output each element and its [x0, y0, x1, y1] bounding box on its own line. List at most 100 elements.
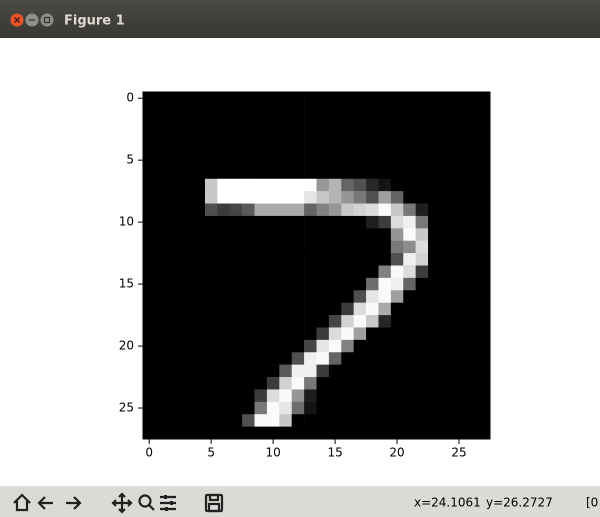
pixel [403, 290, 416, 303]
pixel [329, 278, 342, 291]
pixel [428, 290, 441, 303]
pixel [403, 228, 416, 241]
pixel [304, 402, 317, 415]
pixel [255, 402, 268, 415]
pixel [292, 377, 305, 390]
pixel [193, 179, 206, 192]
pixel [465, 303, 478, 316]
pixel [440, 129, 453, 142]
pixel [155, 414, 168, 427]
pixel [230, 377, 243, 390]
pixel [230, 142, 243, 155]
pixel [317, 92, 330, 105]
pixel [341, 365, 354, 378]
pixel [143, 191, 156, 204]
pixel [341, 204, 354, 217]
pixel [304, 92, 317, 105]
maximize-button[interactable] [41, 14, 54, 27]
pixel [354, 352, 367, 365]
pixel [354, 179, 367, 192]
pixel [366, 389, 379, 402]
pixel [168, 166, 181, 179]
pixel [143, 117, 156, 130]
pixel [168, 204, 181, 217]
pixel [403, 129, 416, 142]
minimize-button[interactable] [26, 14, 39, 27]
pixel [391, 253, 404, 266]
pixel [205, 117, 218, 130]
pixel [366, 266, 379, 279]
pixel [242, 117, 255, 130]
pixel [453, 142, 466, 155]
pixel [354, 129, 367, 142]
pixel [242, 216, 255, 229]
pixel [416, 389, 429, 402]
pixel [416, 191, 429, 204]
pixel [242, 315, 255, 328]
pixel [366, 179, 379, 192]
pixel [329, 340, 342, 353]
pixel [317, 365, 330, 378]
pixel [230, 166, 243, 179]
pixel [242, 266, 255, 279]
configure-button[interactable] [160, 495, 176, 511]
pixel [465, 129, 478, 142]
cursor-x: x=24.1061 [414, 496, 481, 510]
pixel [465, 402, 478, 415]
pixel [453, 402, 466, 415]
pixel [354, 402, 367, 415]
cursor-y: y=26.2727 [486, 496, 553, 510]
pixel [465, 315, 478, 328]
pixel [168, 402, 181, 415]
pixel [366, 340, 379, 353]
pixel [267, 266, 280, 279]
pixel [391, 365, 404, 378]
pixel [366, 117, 379, 130]
pixel [193, 327, 206, 340]
pixel [453, 204, 466, 217]
pixel [317, 204, 330, 217]
pixel [168, 142, 181, 155]
pixel [378, 129, 391, 142]
pixel [440, 414, 453, 427]
pixel [329, 290, 342, 303]
pixel [428, 327, 441, 340]
pixel [292, 278, 305, 291]
pixel [242, 253, 255, 266]
pixel [230, 303, 243, 316]
pixel [317, 154, 330, 167]
pixel [478, 327, 491, 340]
pixel [217, 129, 230, 142]
pixel [217, 204, 230, 217]
pixel [143, 352, 156, 365]
pixel [267, 166, 280, 179]
pixel [341, 228, 354, 241]
pixel [317, 179, 330, 192]
pixel [205, 402, 218, 415]
pixel [230, 389, 243, 402]
pixel [341, 427, 354, 440]
pixel [279, 402, 292, 415]
pixel [279, 290, 292, 303]
close-button[interactable] [11, 14, 24, 27]
pixel [366, 290, 379, 303]
pixel [205, 327, 218, 340]
pixel [217, 142, 230, 155]
pixel [255, 191, 268, 204]
pixel [465, 204, 478, 217]
pixel [230, 129, 243, 142]
pixel [230, 315, 243, 328]
pixel [180, 253, 193, 266]
pixel [453, 117, 466, 130]
body: Figure 1 05101520250510152025 x=24.1061 … [0, 0, 600, 517]
pixel [292, 365, 305, 378]
pixel [242, 402, 255, 415]
pixel [366, 327, 379, 340]
pixel [230, 266, 243, 279]
pixel [329, 315, 342, 328]
pixel [255, 92, 268, 105]
pixel [465, 117, 478, 130]
pixel [279, 228, 292, 241]
pixel [465, 92, 478, 105]
pixel [329, 191, 342, 204]
